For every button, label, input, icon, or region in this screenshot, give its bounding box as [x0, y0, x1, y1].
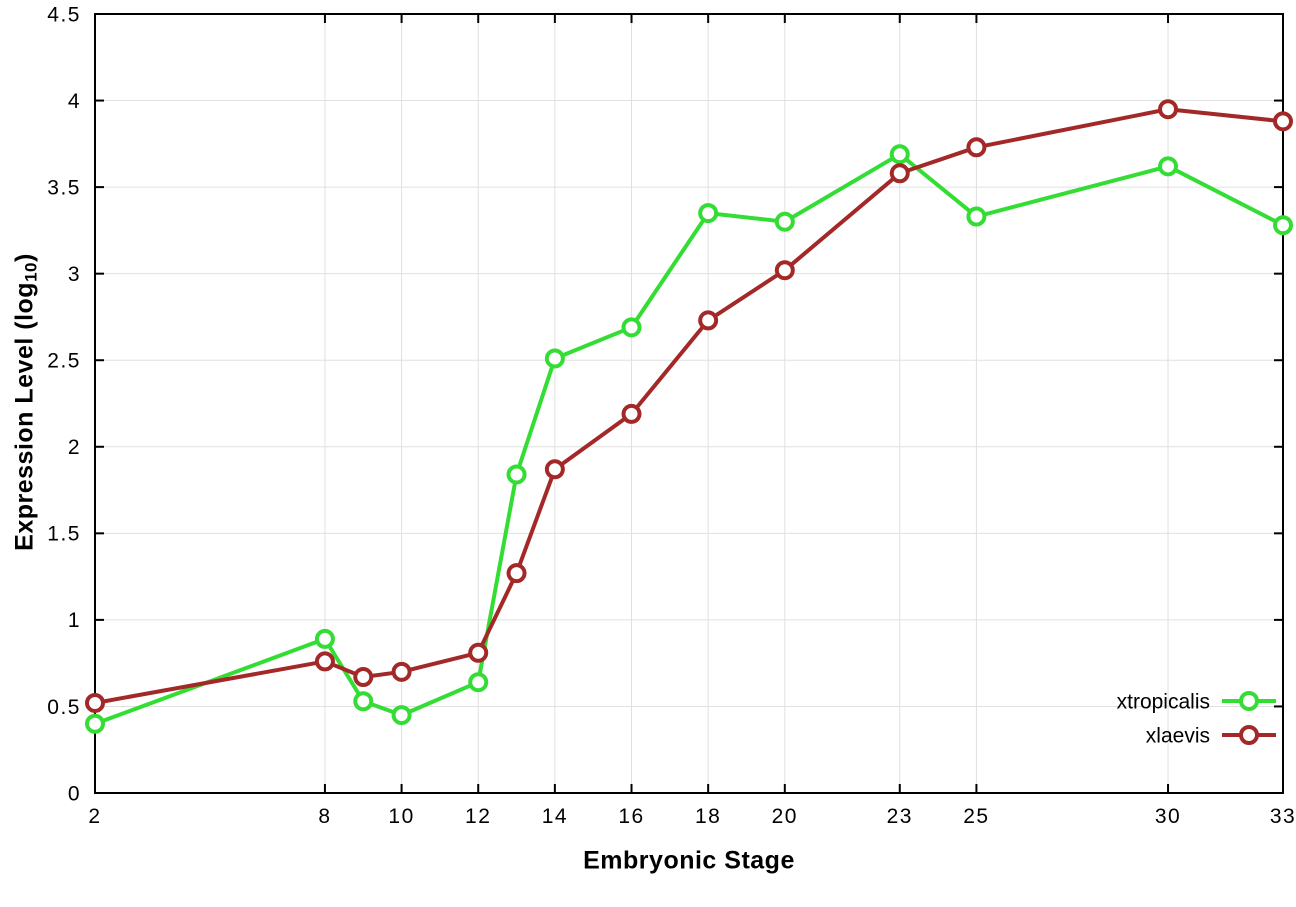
data-point-xlaevis	[1273, 111, 1293, 132]
x-tick-label: 10	[388, 805, 414, 828]
data-point-xlaevis	[314, 651, 335, 672]
data-point-xtropicalis	[1158, 156, 1179, 177]
y-tick-label: 1.5	[47, 523, 81, 546]
x-tick-label: 2	[88, 805, 101, 828]
x-tick-label: 25	[963, 805, 989, 828]
legend-marker-xlaevis	[1239, 725, 1259, 745]
plot-border	[94, 13, 1284, 794]
data-point-xlaevis	[621, 403, 642, 424]
y-tick-label: 2	[68, 436, 81, 459]
x-tick-label: 14	[542, 805, 568, 828]
data-point-xtropicalis	[391, 705, 412, 726]
data-point-xlaevis	[85, 692, 105, 713]
data-point-xtropicalis	[314, 628, 335, 649]
y-tick-label: 3.5	[47, 176, 81, 199]
legend-label-xtropicalis: xtropicalis	[1117, 690, 1210, 713]
y-tick-label: 1	[68, 609, 81, 632]
data-point-xtropicalis	[966, 206, 987, 227]
data-point-xtropicalis	[353, 691, 374, 712]
data-point-xtropicalis	[468, 672, 489, 693]
data-point-xtropicalis	[1273, 215, 1293, 236]
x-tick-label: 30	[1155, 805, 1181, 828]
y-axis-title-subscript: 10	[21, 261, 41, 282]
data-point-xtropicalis	[85, 713, 105, 734]
x-tick-label: 16	[618, 805, 644, 828]
data-point-xtropicalis	[698, 203, 719, 224]
x-axis-title: Embryonic Stage	[583, 846, 795, 875]
data-point-xlaevis	[889, 163, 910, 184]
data-point-xlaevis	[468, 642, 489, 663]
data-point-xlaevis	[544, 459, 565, 480]
y-axis-title: Expression Level (log10)	[10, 253, 41, 551]
y-tick-label: 4	[68, 90, 81, 113]
data-point-xlaevis	[966, 137, 987, 158]
x-tick-label: 8	[318, 805, 331, 828]
data-point-xlaevis	[698, 310, 719, 331]
y-tick-label: 0	[68, 782, 81, 805]
series-line-xtropicalis	[93, 152, 1285, 726]
y-tick-label: 0.5	[47, 696, 81, 719]
y-axis-title-text: Expression Level (log	[10, 281, 39, 551]
x-tick-label: 23	[887, 805, 913, 828]
y-axis-title-suffix: )	[10, 253, 39, 262]
data-point-xlaevis	[391, 661, 412, 682]
y-tick-label: 4.5	[47, 3, 81, 26]
data-point-xtropicalis	[621, 317, 642, 338]
legend-marker-xtropicalis	[1239, 691, 1259, 711]
y-tick-label: 2.5	[47, 350, 81, 373]
data-point-xlaevis	[506, 563, 527, 584]
data-point-xlaevis	[353, 667, 374, 688]
data-point-xtropicalis	[506, 464, 527, 485]
data-point-xlaevis	[1158, 99, 1179, 120]
x-tick-label: 18	[695, 805, 721, 828]
y-tick-label: 3	[68, 263, 81, 286]
x-tick-label: 33	[1270, 805, 1296, 828]
series-line-xlaevis	[93, 107, 1285, 705]
legend-label-xlaevis: xlaevis	[1146, 724, 1210, 747]
data-point-xtropicalis	[544, 348, 565, 369]
x-tick-label: 12	[465, 805, 491, 828]
data-point-xtropicalis	[774, 211, 795, 232]
data-point-xlaevis	[774, 260, 795, 281]
x-tick-label: 20	[772, 805, 798, 828]
data-point-xtropicalis	[889, 144, 910, 165]
